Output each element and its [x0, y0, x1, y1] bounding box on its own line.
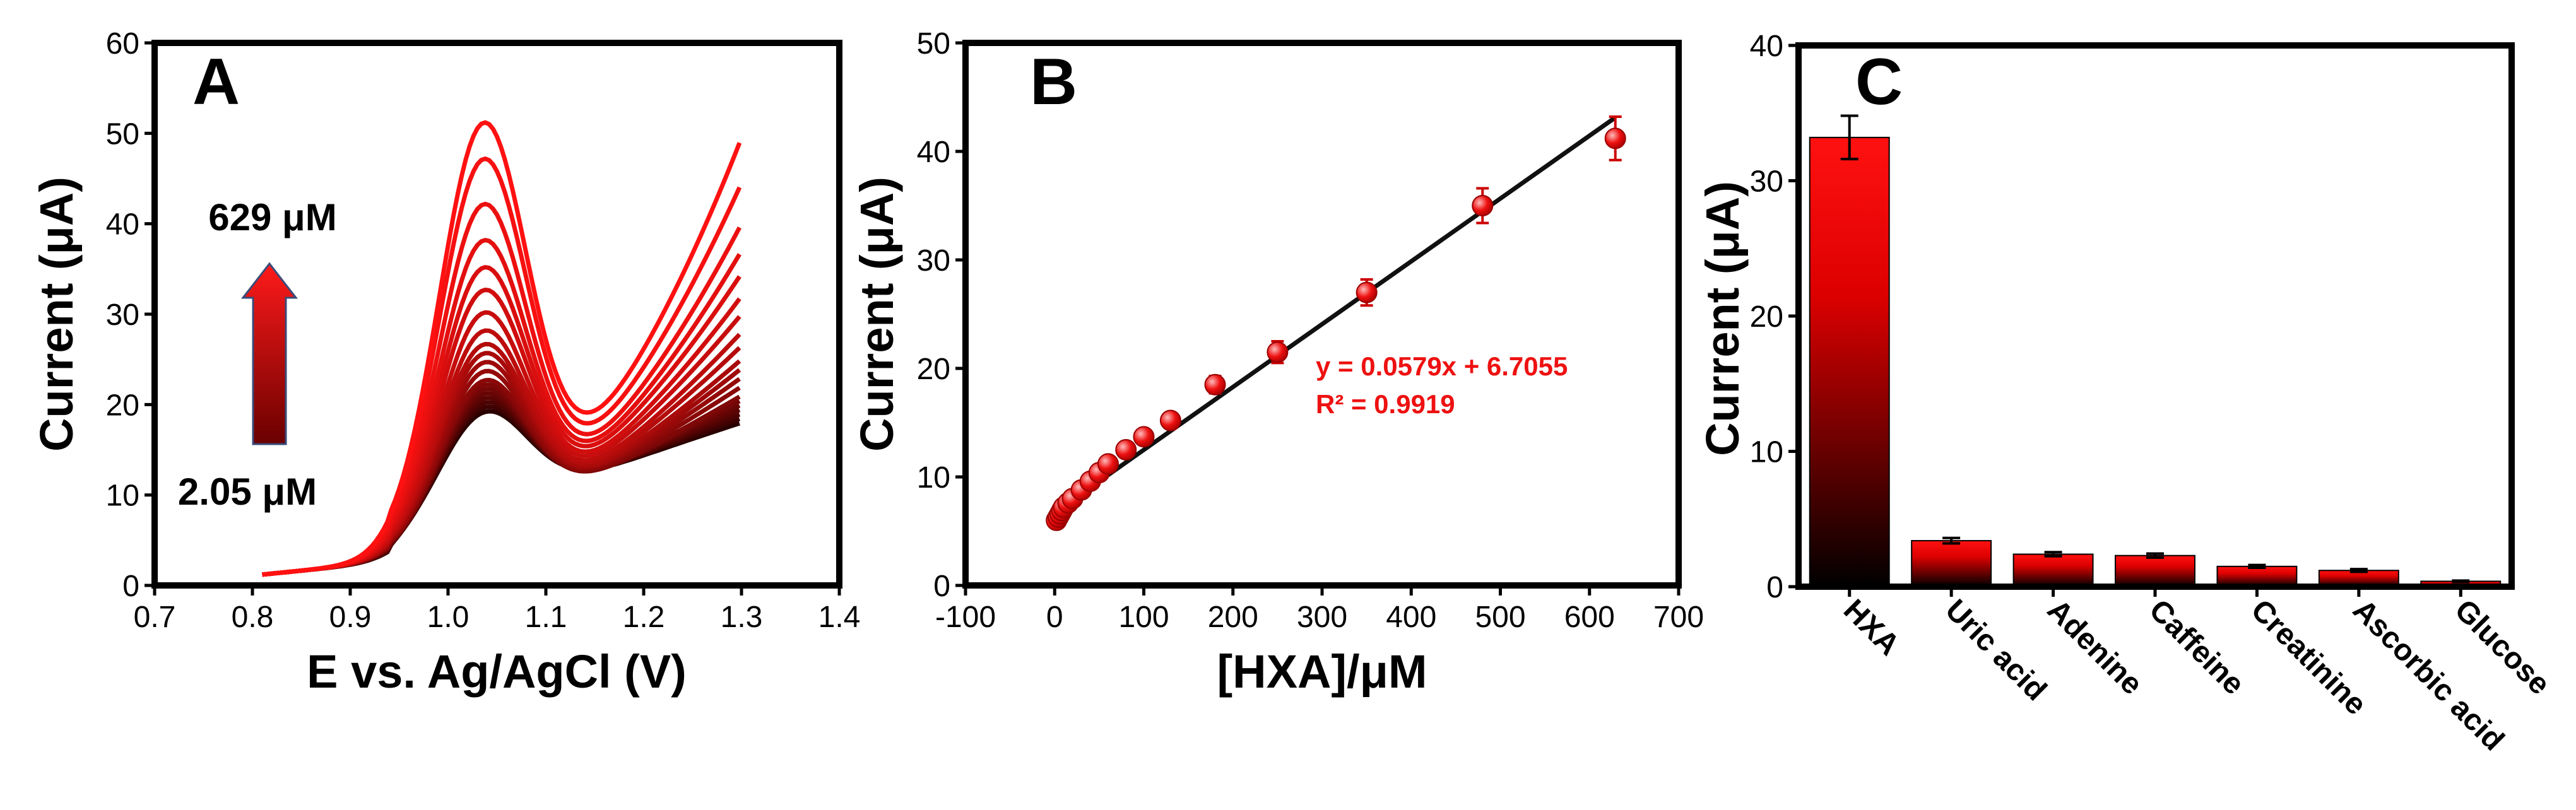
panel-b-xtick-label: 500: [1475, 601, 1525, 634]
category-label: Caffeine: [2142, 593, 2250, 701]
fit-equation: y = 0.0579x + 6.7055: [1316, 351, 1568, 381]
concentration-high-label: 629 μM: [208, 196, 336, 238]
panel-c-ylabel: Current (μA): [1696, 181, 1749, 456]
panel-a-xtick-label: 0.7: [134, 601, 176, 634]
panel-b-xtick-label: 200: [1208, 601, 1258, 634]
panel-a-ytick-label: 0: [122, 570, 139, 603]
panel-a-ylabel: Current (μA): [30, 177, 83, 452]
panel-c-ytick-label: 40: [1750, 30, 1783, 63]
panel-a-xtick-label: 1.1: [525, 601, 567, 634]
bar: [2012, 553, 2094, 588]
bar: [1809, 136, 1890, 588]
data-point: [1204, 373, 1226, 396]
panel-b-ytick-label: 10: [917, 461, 950, 495]
panel-a-ytick-label: 60: [106, 27, 139, 61]
panel-a-ytick-label: 50: [106, 117, 139, 151]
panel-b-ytick-label: 30: [917, 244, 950, 278]
panel-a-ticks: 0.7 0.8 0.9 1.0 1.1 1.2 1.3 1.4 0 10 20 30 40 50 60: [106, 27, 861, 634]
bar: [1911, 540, 1992, 588]
data-point: [1267, 341, 1289, 363]
panel-a-letter: A: [192, 45, 240, 119]
voltammogram-curves: [262, 120, 742, 577]
panel-b-ytick-label: 20: [917, 353, 950, 386]
panel-b-xtick-label: 700: [1653, 601, 1704, 634]
increase-arrow-icon: [240, 262, 298, 445]
panel-a-ytick-label: 20: [106, 389, 139, 422]
panel-b-xtick-label: -100: [935, 601, 996, 634]
panel-a-xtick-label: 1.2: [623, 601, 665, 634]
panel-a-xtick-label: 1.3: [721, 601, 763, 634]
category-label: Uric acid: [1939, 593, 2053, 707]
selectivity-bars: [1809, 114, 2502, 588]
panel-a-xtick-label: 0.8: [232, 601, 274, 634]
panel-a-xtick-label: 1.4: [818, 601, 861, 634]
fit-r-squared: R² = 0.9919: [1316, 389, 1455, 419]
panel-b-ytick-label: 50: [917, 27, 950, 61]
panel-c-frame: [1795, 42, 2515, 590]
panel-c-ytick-label: 30: [1750, 165, 1783, 199]
data-point: [1115, 439, 1137, 461]
panel-a-ytick-label: 40: [106, 208, 139, 242]
panel-a-ytick-label: 30: [106, 298, 139, 332]
panel-c-ytick-label: 0: [1766, 571, 1783, 604]
panel-b-xtick-label: 400: [1386, 601, 1436, 634]
data-point: [1604, 127, 1626, 150]
panel-b-xtick-label: 300: [1297, 601, 1347, 634]
calibration-plot: [1046, 115, 1626, 531]
panel-b-ytick-label: 0: [933, 570, 950, 603]
fit-line: [1089, 115, 1617, 490]
voltammogram-series-line: [262, 120, 742, 577]
bar: [2115, 555, 2195, 587]
panel-b-xlabel: [HXA]/μM: [1217, 645, 1427, 698]
panel-a-ytick-label: 10: [106, 479, 139, 513]
panel-a-xtick-label: 1.0: [427, 601, 470, 634]
panel-b-xtick-label: 600: [1564, 601, 1615, 634]
panel-b-ylabel: Current (μA): [851, 177, 903, 452]
panel-b-ytick-label: 40: [917, 136, 950, 169]
data-point: [1097, 453, 1119, 475]
category-label: Glucose: [2449, 593, 2556, 701]
panel-c-ytick-label: 20: [1750, 300, 1783, 334]
category-label: HXA: [1837, 593, 1906, 662]
data-point: [1159, 409, 1181, 431]
panel-a-xlabel: E vs. Ag/AgCl (V): [307, 645, 687, 698]
data-point: [1133, 426, 1155, 448]
category-label: Adenine: [2041, 593, 2149, 701]
panel-a-xtick-label: 0.9: [329, 601, 372, 634]
panel-b-xtick-label: 100: [1118, 601, 1169, 634]
data-point: [1472, 195, 1494, 216]
panel-b-letter: B: [1030, 45, 1077, 119]
data-point: [1356, 281, 1378, 303]
panel-b-xtick-label: 0: [1046, 601, 1063, 634]
concentration-low-label: 2.05 μM: [178, 471, 317, 513]
panel-c-ytick-label: 10: [1750, 436, 1783, 469]
panel-c-letter: C: [1855, 45, 1903, 119]
